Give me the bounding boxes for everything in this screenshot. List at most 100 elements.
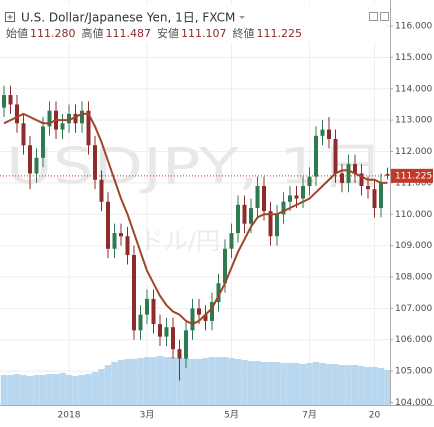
volume-bar bbox=[228, 358, 235, 405]
volume-bar bbox=[195, 359, 203, 405]
candle-body bbox=[28, 145, 32, 174]
candle-body bbox=[93, 145, 97, 180]
candle-body bbox=[327, 129, 331, 139]
volume-bar bbox=[182, 358, 190, 405]
candle-body bbox=[288, 195, 292, 202]
candle-body bbox=[307, 176, 312, 187]
last-price-box bbox=[391, 168, 433, 183]
close-icon[interactable] bbox=[380, 12, 389, 21]
volume-bar bbox=[26, 376, 34, 405]
volume-bar bbox=[20, 375, 27, 405]
legend-bg bbox=[0, 3, 385, 43]
volume-bar bbox=[247, 361, 255, 405]
candle-body bbox=[99, 179, 104, 202]
candle-body bbox=[47, 110, 52, 127]
candle-body bbox=[80, 110, 84, 124]
volume-bar bbox=[189, 359, 196, 405]
candle-body bbox=[125, 236, 130, 256]
volume-bar bbox=[377, 368, 385, 405]
settings-icon[interactable] bbox=[369, 12, 378, 21]
volume-bar bbox=[280, 363, 287, 405]
collapse-icon[interactable] bbox=[5, 12, 15, 22]
volume-bar bbox=[364, 367, 372, 405]
candle-body bbox=[385, 174, 390, 176]
volume-bar bbox=[208, 357, 216, 405]
volume-bar bbox=[351, 365, 359, 405]
volume-bar bbox=[111, 362, 118, 405]
candle-body bbox=[86, 110, 91, 146]
watermark-sub: ドル/円 bbox=[140, 227, 220, 255]
volume-bar bbox=[137, 358, 144, 405]
candle-body bbox=[15, 104, 19, 124]
candle-body bbox=[164, 327, 169, 337]
candle-body bbox=[203, 314, 208, 321]
main-layer: 104.000 105.000 106.000 107.000 108.000 109.0… bbox=[0, 22, 433, 421]
volume-bar bbox=[169, 357, 177, 405]
y-tick-label: 115.000 bbox=[395, 53, 432, 63]
dropdown-arrow[interactable] bbox=[239, 16, 245, 19]
candle-body bbox=[359, 173, 364, 187]
volume-bar bbox=[312, 362, 320, 405]
candle-body bbox=[216, 283, 221, 303]
volume-bar bbox=[293, 363, 300, 405]
y-tick-label: 106.000 bbox=[395, 335, 432, 345]
candle-body bbox=[366, 186, 370, 190]
volume-bar bbox=[325, 364, 333, 405]
volume-bar bbox=[0, 375, 8, 405]
candle-body bbox=[210, 302, 214, 321]
volume-bar bbox=[273, 362, 281, 405]
y-tick-label: 105.000 bbox=[395, 367, 432, 377]
volume-bar bbox=[143, 357, 151, 405]
y-tick-label: 104.000 bbox=[395, 398, 432, 408]
volume-bar bbox=[33, 375, 40, 405]
candle-body bbox=[8, 95, 13, 105]
candle-body bbox=[281, 201, 286, 215]
volume-bar bbox=[13, 374, 21, 405]
legend-label: 終値 bbox=[233, 26, 255, 40]
legend-value: 111.487 bbox=[106, 27, 152, 40]
volume-bar bbox=[306, 363, 313, 405]
candle-body bbox=[21, 123, 26, 146]
volume-bar bbox=[59, 373, 66, 405]
candle-body bbox=[294, 195, 299, 199]
candle-body bbox=[353, 164, 357, 174]
watermark: USDJPY, 1日 bbox=[6, 138, 384, 196]
volume-bar bbox=[221, 357, 229, 405]
moving-average bbox=[3, 112, 388, 326]
volume-bar bbox=[384, 370, 391, 405]
back-layer bbox=[0, 0, 391, 405]
candle-body bbox=[34, 157, 39, 174]
candle-body bbox=[242, 204, 247, 224]
candle-body bbox=[151, 298, 156, 325]
legend-label: 安値 bbox=[157, 26, 179, 40]
x-tick-label: 2018 bbox=[58, 411, 81, 421]
volume-bar bbox=[345, 365, 352, 405]
volume-bar bbox=[156, 356, 164, 405]
volume-bar bbox=[299, 364, 307, 405]
volume-bar bbox=[163, 357, 170, 405]
candle-body bbox=[379, 182, 383, 208]
volume-bar bbox=[39, 375, 47, 405]
candle-body bbox=[333, 138, 338, 174]
candle-body bbox=[2, 95, 6, 108]
volume-bar bbox=[260, 362, 268, 405]
volume-bar bbox=[234, 359, 242, 405]
chart-title: U.S. Dollar/Japanese Yen, 1日, FXCM bbox=[21, 11, 235, 25]
volume-bar bbox=[241, 360, 248, 405]
volume-bar bbox=[117, 360, 125, 405]
volume-bar bbox=[332, 364, 339, 405]
candle-body bbox=[119, 233, 123, 237]
y-tick-label: 108.000 bbox=[395, 273, 432, 283]
volume-bar bbox=[371, 367, 378, 405]
candle-body bbox=[41, 126, 45, 158]
last-price-label: 111.225 bbox=[395, 171, 432, 181]
candle-body bbox=[132, 255, 136, 331]
volume-bar bbox=[91, 372, 99, 405]
candle-body bbox=[268, 211, 273, 237]
candle-body bbox=[158, 324, 162, 337]
volume-bar bbox=[98, 369, 105, 405]
volume-bar bbox=[72, 376, 79, 405]
y-tick-label: 107.000 bbox=[395, 304, 432, 314]
